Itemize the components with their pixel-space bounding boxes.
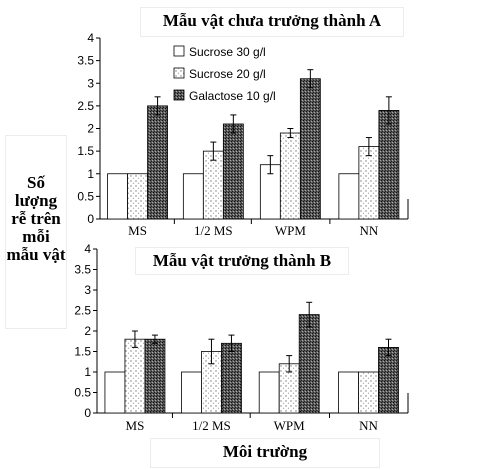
y-tick-label: 3.5 — [74, 263, 91, 277]
y-tick-label: 0 — [87, 212, 94, 226]
y-tick-label: 1.5 — [77, 144, 94, 158]
category-label: 1/2 MS — [194, 223, 233, 238]
legend-label: Sucrose 20 g/l — [189, 67, 266, 81]
legend-swatch — [173, 45, 185, 57]
bar — [202, 150, 224, 220]
bar — [358, 146, 380, 220]
category-label: WPM — [274, 418, 306, 433]
bar — [127, 173, 148, 220]
y-tick-label: 0.5 — [74, 386, 91, 400]
legend-label: Galactose 10 g/l — [189, 89, 276, 103]
y-tick-label: 2.5 — [77, 99, 94, 113]
legend-label: Sucrose 30 g/l — [189, 45, 266, 59]
y-tick-label: 4 — [87, 31, 94, 45]
bar — [221, 342, 242, 414]
bar — [279, 132, 301, 220]
bar — [107, 173, 128, 220]
bar — [299, 78, 321, 220]
y-axis-label: Số lượng rễ trên mỗi mẫu vật — [6, 173, 66, 264]
chart-b-title: Mẫu vật trưởng thành B — [152, 251, 332, 270]
y-tick-label: 2.5 — [74, 304, 91, 318]
bar — [358, 371, 379, 414]
y-tick-label: 1.5 — [74, 345, 91, 359]
category-label: NN — [359, 418, 378, 433]
y-tick-label: 0 — [84, 406, 91, 420]
y-tick-label: 1 — [87, 167, 94, 181]
bar — [147, 105, 168, 220]
legend-swatch — [173, 67, 185, 79]
bar — [181, 371, 202, 414]
y-tick-label: 3 — [87, 76, 94, 90]
y-tick-label: 3.5 — [77, 54, 94, 68]
y-tick-label: 2 — [87, 122, 94, 136]
y-tick-label: 3 — [84, 283, 91, 297]
bar — [338, 371, 359, 414]
chart-a-title: Mẫu vật chưa trưởng thành A — [162, 11, 382, 30]
x-axis-label: Môi trường — [222, 442, 308, 461]
chart-panel-b: 0 0.5 1 1.5 2 2.5 3 3.5 4 MS 1/2 MS WPM NN — [74, 242, 409, 433]
category-label: 1/2 MS — [192, 418, 231, 433]
x-axis-label-box: Môi trường — [150, 438, 380, 468]
category-label: WPM — [275, 223, 307, 238]
y-tick-label: 0.5 — [77, 189, 94, 203]
bar — [258, 371, 280, 414]
bar — [378, 346, 399, 414]
bar — [144, 338, 166, 414]
category-label: NN — [359, 223, 378, 238]
y-tick-label: 1 — [84, 365, 91, 379]
y-axis-label-box: Số lượng rễ trên mỗi mẫu vật — [5, 135, 67, 329]
bar — [124, 338, 146, 414]
bar — [104, 371, 126, 414]
chart-panel-a: 0 0.5 1 1.5 2 2.5 3 3.5 4 MS 1/2 MS WPM NN Sucrose 30… — [77, 31, 409, 238]
y-tick-label: 4 — [84, 242, 91, 256]
category-label: MS — [128, 223, 147, 238]
bar — [182, 173, 204, 220]
bar — [298, 314, 320, 414]
bar — [378, 110, 400, 220]
chart-a-title-box: Mẫu vật chưa trưởng thành A — [140, 7, 404, 37]
y-tick-label: 2 — [84, 324, 91, 338]
chart-b-title-box: Mẫu vật trưởng thành B — [135, 247, 349, 275]
bar — [222, 123, 244, 220]
legend-swatch — [173, 89, 185, 101]
bar — [338, 173, 360, 220]
category-label: MS — [126, 418, 145, 433]
